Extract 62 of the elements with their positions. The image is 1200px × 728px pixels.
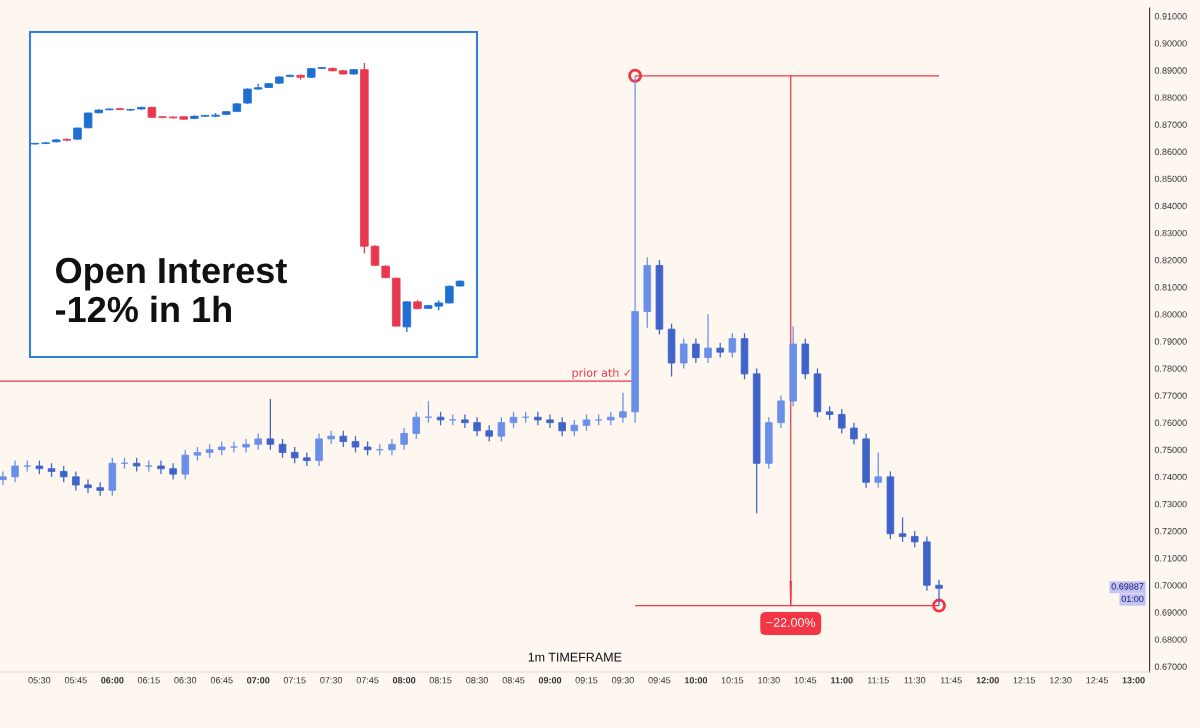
x-tick-label: 12:00 — [976, 677, 999, 684]
x-tick-label: 06:15 — [137, 677, 160, 684]
y-tick-label: 0.72000 — [1154, 527, 1187, 535]
x-tick-label: 13:00 — [1122, 677, 1145, 684]
y-tick-label: 0.80000 — [1154, 311, 1187, 318]
x-tick-label: 11:30 — [904, 677, 926, 684]
y-tick-label: 0.69000 — [1154, 609, 1187, 616]
x-tick-label: 05:45 — [64, 677, 87, 684]
x-tick-label: 11:15 — [867, 677, 889, 684]
x-tick-label: 07:45 — [356, 677, 379, 684]
annotation: −22.00% — [766, 618, 816, 627]
x-tick-label: 08:15 — [429, 677, 452, 684]
x-tick-label: 09:45 — [648, 677, 671, 684]
y-tick-label: 0.68000 — [1154, 636, 1187, 643]
x-tick-label: 09:00 — [538, 677, 562, 684]
y-tick-label: 0.90000 — [1154, 40, 1187, 47]
y-tick-label: 0.87000 — [1154, 121, 1187, 128]
x-tick-label: 09:15 — [575, 677, 598, 684]
x-tick-label: 06:30 — [174, 677, 197, 684]
y-tick-label: 0.77000 — [1154, 392, 1187, 399]
y-tick-label: 0.83000 — [1154, 229, 1187, 237]
x-tick-label: 11:45 — [940, 677, 962, 684]
x-tick-label: 08:45 — [502, 677, 525, 684]
x-tick-label: 06:45 — [210, 677, 233, 684]
y-tick-label: 0.86000 — [1154, 148, 1187, 155]
x-tick-label: 09:30 — [612, 677, 634, 684]
y-tick-label: 0.82000 — [1154, 257, 1187, 264]
y-tick-label: 0.78000 — [1154, 365, 1187, 372]
text: Open Interest -12% in 1h — [56, 257, 287, 323]
y-tick-label: 0.73000 — [1154, 500, 1187, 508]
annotation: 0.69887 — [1111, 583, 1144, 590]
x-tick-label: 10:45 — [794, 677, 817, 684]
x-tick-label: 06:00 — [101, 677, 124, 684]
y-tick-label: 0.85000 — [1154, 175, 1187, 183]
x-tick-label: 12:45 — [1086, 677, 1108, 684]
x-tick-label: 12:30 — [1050, 677, 1072, 684]
x-tick-label: 10:30 — [758, 677, 780, 684]
x-tick-label: 07:00 — [247, 677, 270, 684]
y-tick-label: 0.70000 — [1154, 582, 1187, 589]
x-tick-label: 10:15 — [721, 677, 744, 684]
y-tick-label: 0.67000 — [1154, 663, 1187, 670]
text: 1m TIMEFRAME — [528, 652, 622, 662]
y-tick-label: 0.75000 — [1154, 446, 1187, 454]
annotation: 01:00 — [1121, 595, 1144, 603]
x-tick-label: 07:15 — [283, 677, 306, 684]
x-tick-label: 12:15 — [1013, 677, 1036, 684]
y-tick-label: 0.76000 — [1154, 419, 1187, 426]
y-tick-label: 0.81000 — [1154, 284, 1187, 291]
y-tick-label: 0.88000 — [1154, 94, 1187, 101]
y-tick-label: 0.84000 — [1154, 202, 1187, 210]
y-tick-label: 0.79000 — [1154, 338, 1187, 345]
x-tick-label: 07:30 — [320, 677, 343, 684]
y-tick-label: 0.91000 — [1154, 13, 1187, 20]
x-tick-label: 08:00 — [392, 677, 416, 684]
x-tick-label: 11:00 — [831, 677, 853, 684]
ref-line-label: prior ath ✓ — [572, 368, 631, 379]
y-tick-label: 0.74000 — [1154, 473, 1187, 481]
x-tick-label: 08:30 — [466, 677, 488, 684]
y-tick-label: 0.71000 — [1154, 555, 1187, 562]
x-tick-label: 05:30 — [28, 677, 51, 684]
y-tick-label: 0.89000 — [1154, 67, 1187, 74]
x-tick-label: 10:00 — [684, 677, 708, 684]
